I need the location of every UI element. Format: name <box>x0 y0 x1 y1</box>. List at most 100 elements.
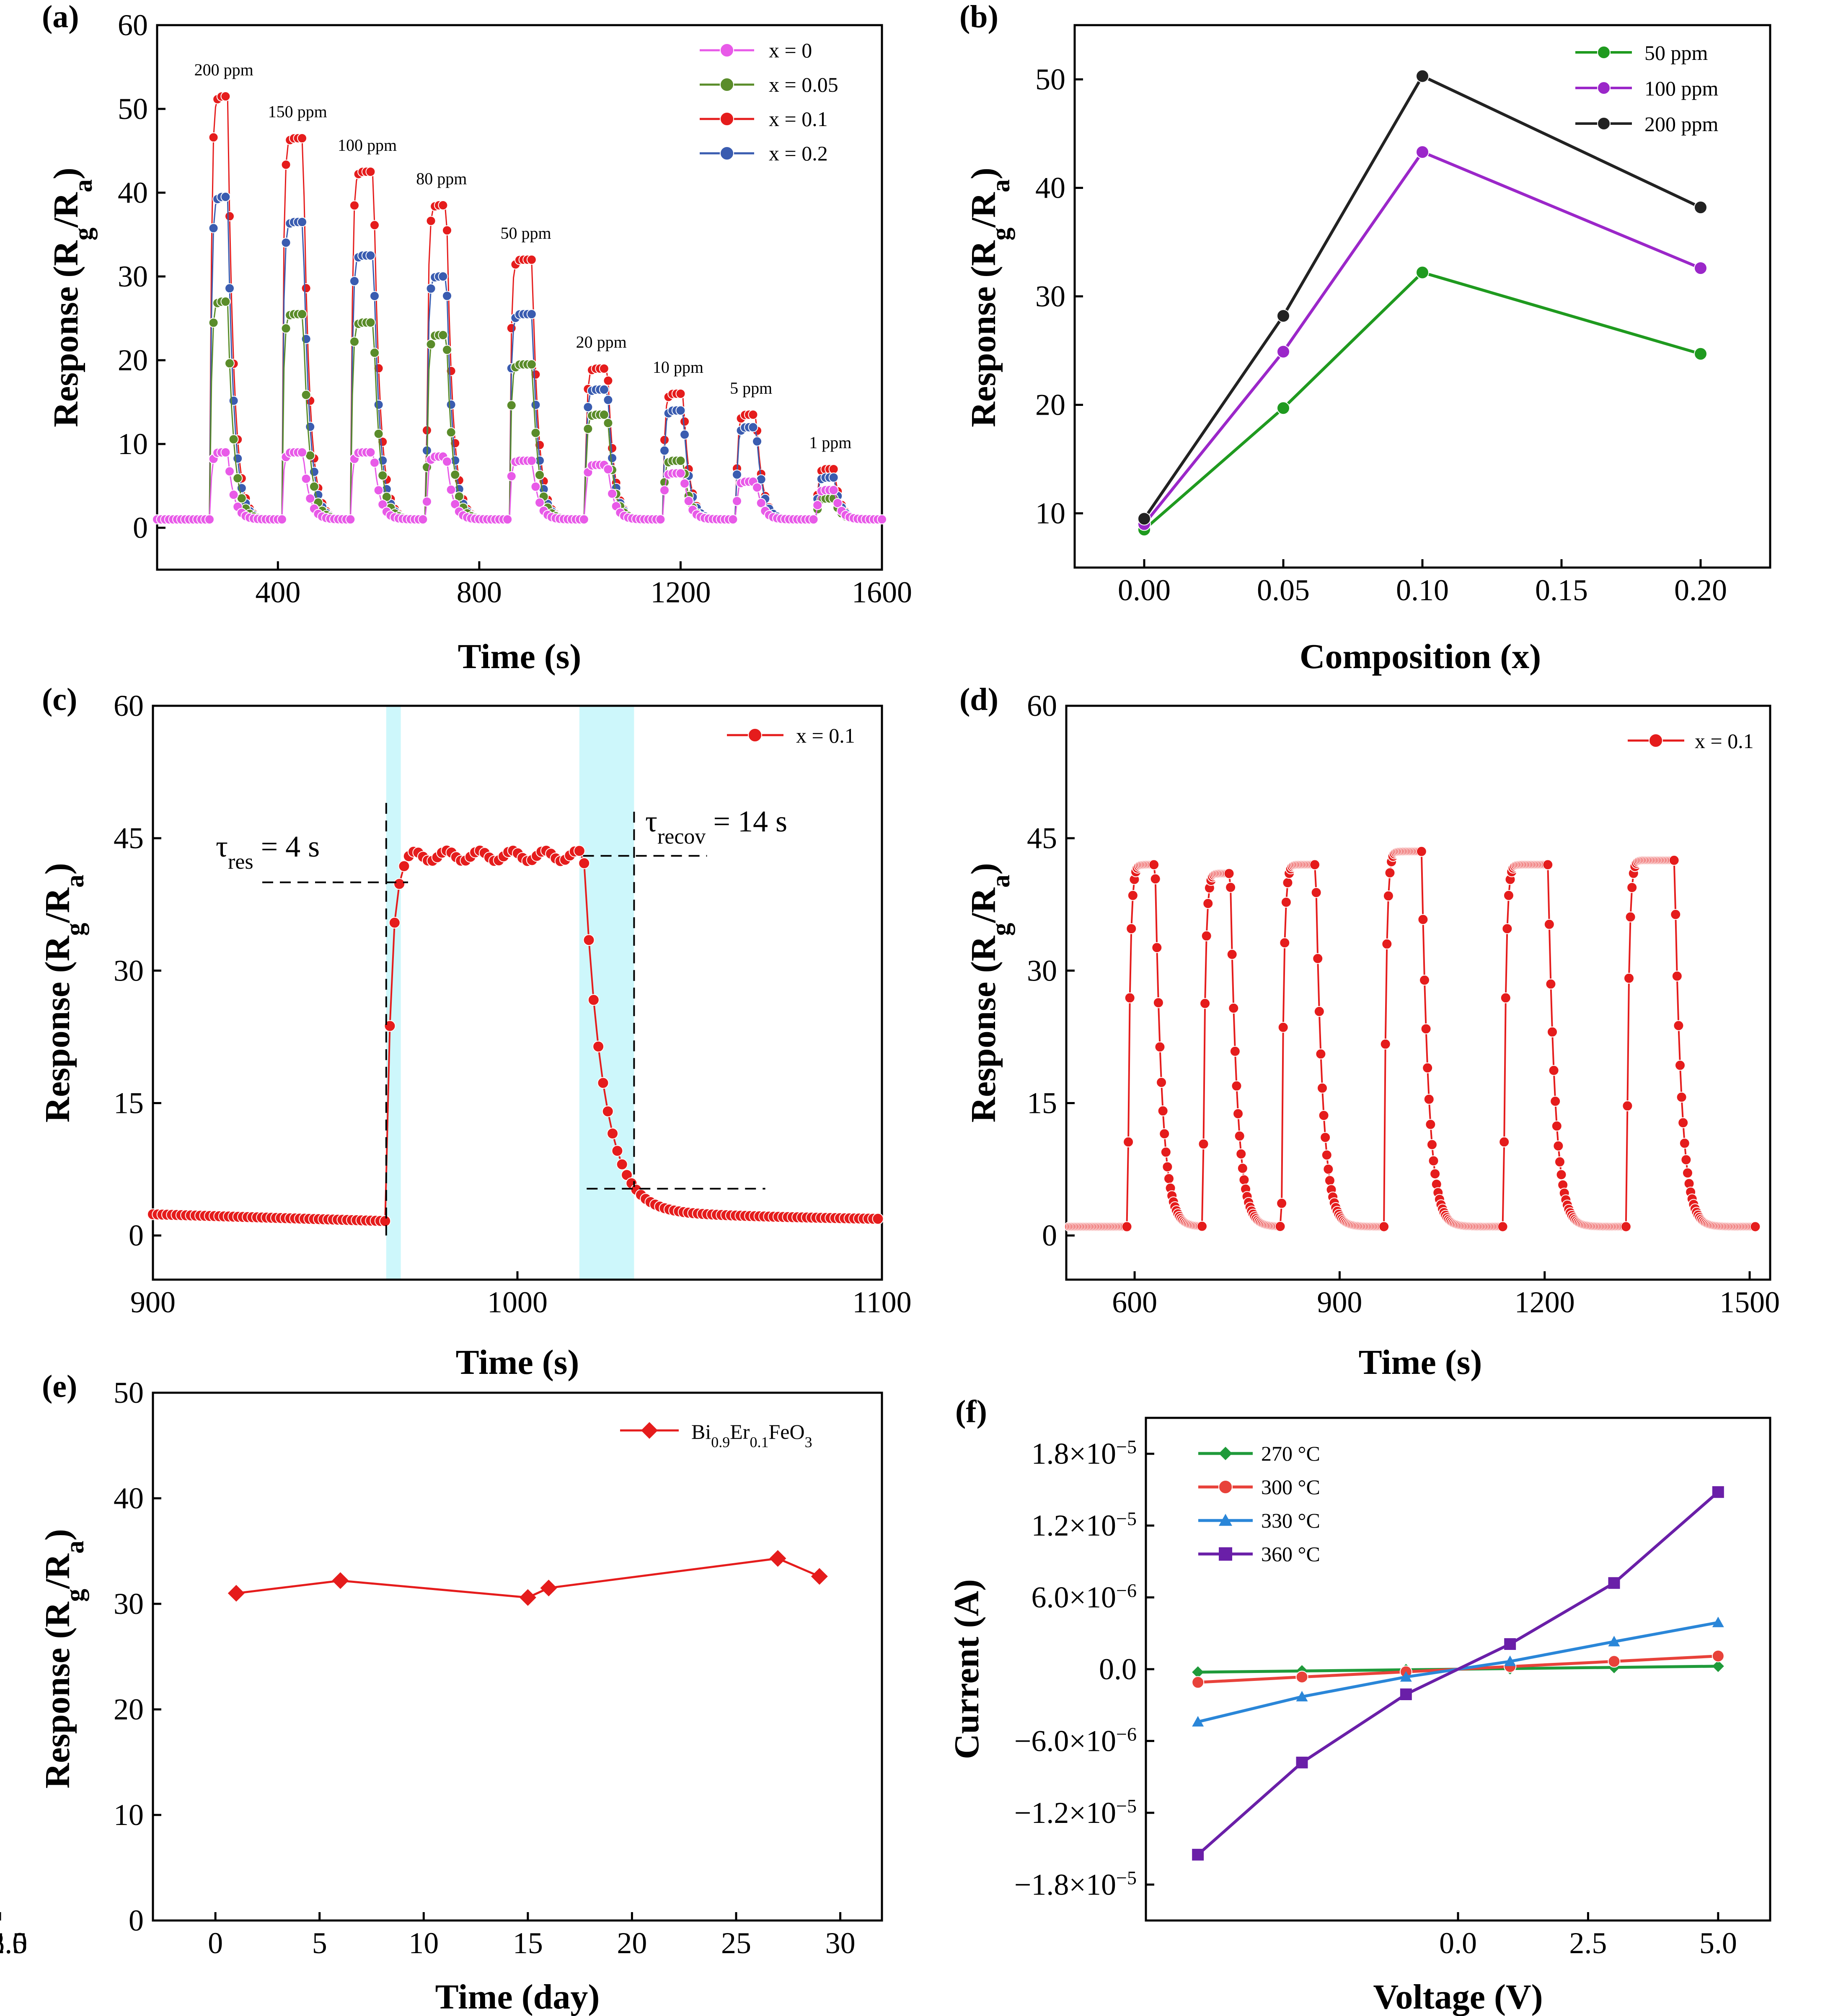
legend-label: x = 0.05 <box>769 73 838 96</box>
series-point <box>1223 868 1235 879</box>
data-point <box>1296 1691 1308 1701</box>
series-point <box>454 491 464 502</box>
series-point <box>438 200 448 211</box>
series-point <box>1556 1169 1567 1180</box>
y-tick-label: 6.0×10−6 <box>1031 1580 1137 1614</box>
series-point <box>1682 1167 1693 1179</box>
x-axis-title: Time (s) <box>1359 1343 1482 1382</box>
y-tick-mantissa: −1.8×10 <box>1014 1868 1116 1901</box>
panel-label: (e) <box>42 1369 77 1404</box>
response-time-label: τres = 4 s <box>216 830 320 874</box>
series-point <box>1503 890 1514 901</box>
data-point <box>1416 69 1429 83</box>
data-point <box>540 1580 557 1597</box>
y-tick-label: 1.2×10−5 <box>1031 1508 1137 1543</box>
data-point <box>1192 1716 1204 1727</box>
series-point <box>828 485 839 496</box>
plot-frame <box>1073 24 1771 569</box>
series-point <box>1162 1161 1173 1172</box>
series-point <box>1228 1002 1239 1014</box>
y-tick-exponent: −5 <box>1116 1795 1137 1816</box>
y-tick-label: 40 <box>1035 171 1065 205</box>
series-point <box>828 472 839 483</box>
legend-marker <box>1597 81 1611 95</box>
series-point <box>1153 997 1164 1008</box>
series-point <box>616 1158 628 1170</box>
series-point <box>281 160 291 170</box>
series-point <box>228 434 239 444</box>
y-axis-title-part: /R <box>38 887 77 923</box>
x-tick-label: 20 <box>617 1926 647 1960</box>
data-point <box>228 1585 245 1602</box>
data-point <box>1712 1486 1724 1498</box>
y-axis-title-part: a <box>69 179 98 192</box>
x-tick-label: 0.00 <box>1118 573 1171 607</box>
series-point <box>756 498 766 508</box>
series-point <box>373 428 384 439</box>
series-point <box>373 485 384 496</box>
series-point <box>506 471 517 481</box>
series-point <box>1282 877 1293 888</box>
series-point <box>1154 1041 1166 1053</box>
series-point <box>603 464 613 475</box>
series-point <box>530 428 541 438</box>
series-point <box>1548 1065 1559 1076</box>
series-point <box>379 1215 391 1227</box>
series-point <box>506 400 517 410</box>
series-point <box>349 336 359 347</box>
concentration-label: 1 ppm <box>809 433 851 452</box>
data-point <box>1694 261 1707 275</box>
legend-label: x = 0.1 <box>796 724 855 747</box>
data-point <box>1504 1638 1516 1650</box>
series-point <box>418 514 428 524</box>
y-axis-title-part: /R <box>964 887 1003 923</box>
legend-label: x = 0 <box>769 39 812 62</box>
series-point <box>1124 992 1135 1004</box>
y-axis-title-part: Response (R <box>38 935 77 1123</box>
series-point <box>877 514 887 524</box>
series-point <box>607 453 618 463</box>
series-point <box>1625 911 1636 923</box>
legend-label: 300 °C <box>1261 1475 1320 1499</box>
series-point <box>1422 1062 1433 1074</box>
series-point <box>1275 1221 1286 1232</box>
series-point <box>370 220 380 230</box>
series-line <box>1070 850 1755 1228</box>
y-tick-label: 20 <box>118 343 148 377</box>
series-point <box>1419 974 1430 986</box>
series-point <box>748 422 758 433</box>
y-tick-mantissa: 1.2×10 <box>1031 1509 1116 1542</box>
series-point <box>872 1213 884 1225</box>
series-point <box>1277 1022 1289 1033</box>
series-point <box>607 488 618 499</box>
x-tick-label: −2.5 <box>0 1926 27 1960</box>
series-point <box>587 994 600 1006</box>
series-point <box>1384 867 1396 878</box>
series-point <box>1671 971 1683 982</box>
x-tick-label: 30 <box>825 1926 856 1960</box>
data-point <box>1138 512 1151 526</box>
data-point <box>1711 1649 1724 1662</box>
series-line-100 ppm <box>1143 150 1701 525</box>
series-point <box>277 514 287 524</box>
legend-label-part: 3 <box>805 1434 812 1451</box>
series-point <box>345 514 356 524</box>
series-point <box>683 496 694 506</box>
y-tick-label: −6.0×10−6 <box>1014 1723 1137 1758</box>
series-point <box>732 496 742 506</box>
data-point <box>1277 345 1290 359</box>
series-point <box>225 466 235 477</box>
data-point <box>1277 401 1290 415</box>
series-point <box>1620 1221 1631 1232</box>
x-tick-label: 0.15 <box>1535 573 1588 607</box>
x-tick-label: 0.0 <box>1439 1926 1477 1960</box>
x-tick-label: 0 <box>208 1926 223 1960</box>
series-point <box>281 323 291 334</box>
series-point <box>1309 859 1321 870</box>
series-point <box>583 402 593 412</box>
series-point <box>1554 1156 1565 1167</box>
y-tick-label: 10 <box>118 427 148 461</box>
series-point <box>502 514 513 524</box>
series-point <box>1675 1060 1686 1071</box>
y-tick-exponent: −5 <box>1116 1508 1137 1529</box>
